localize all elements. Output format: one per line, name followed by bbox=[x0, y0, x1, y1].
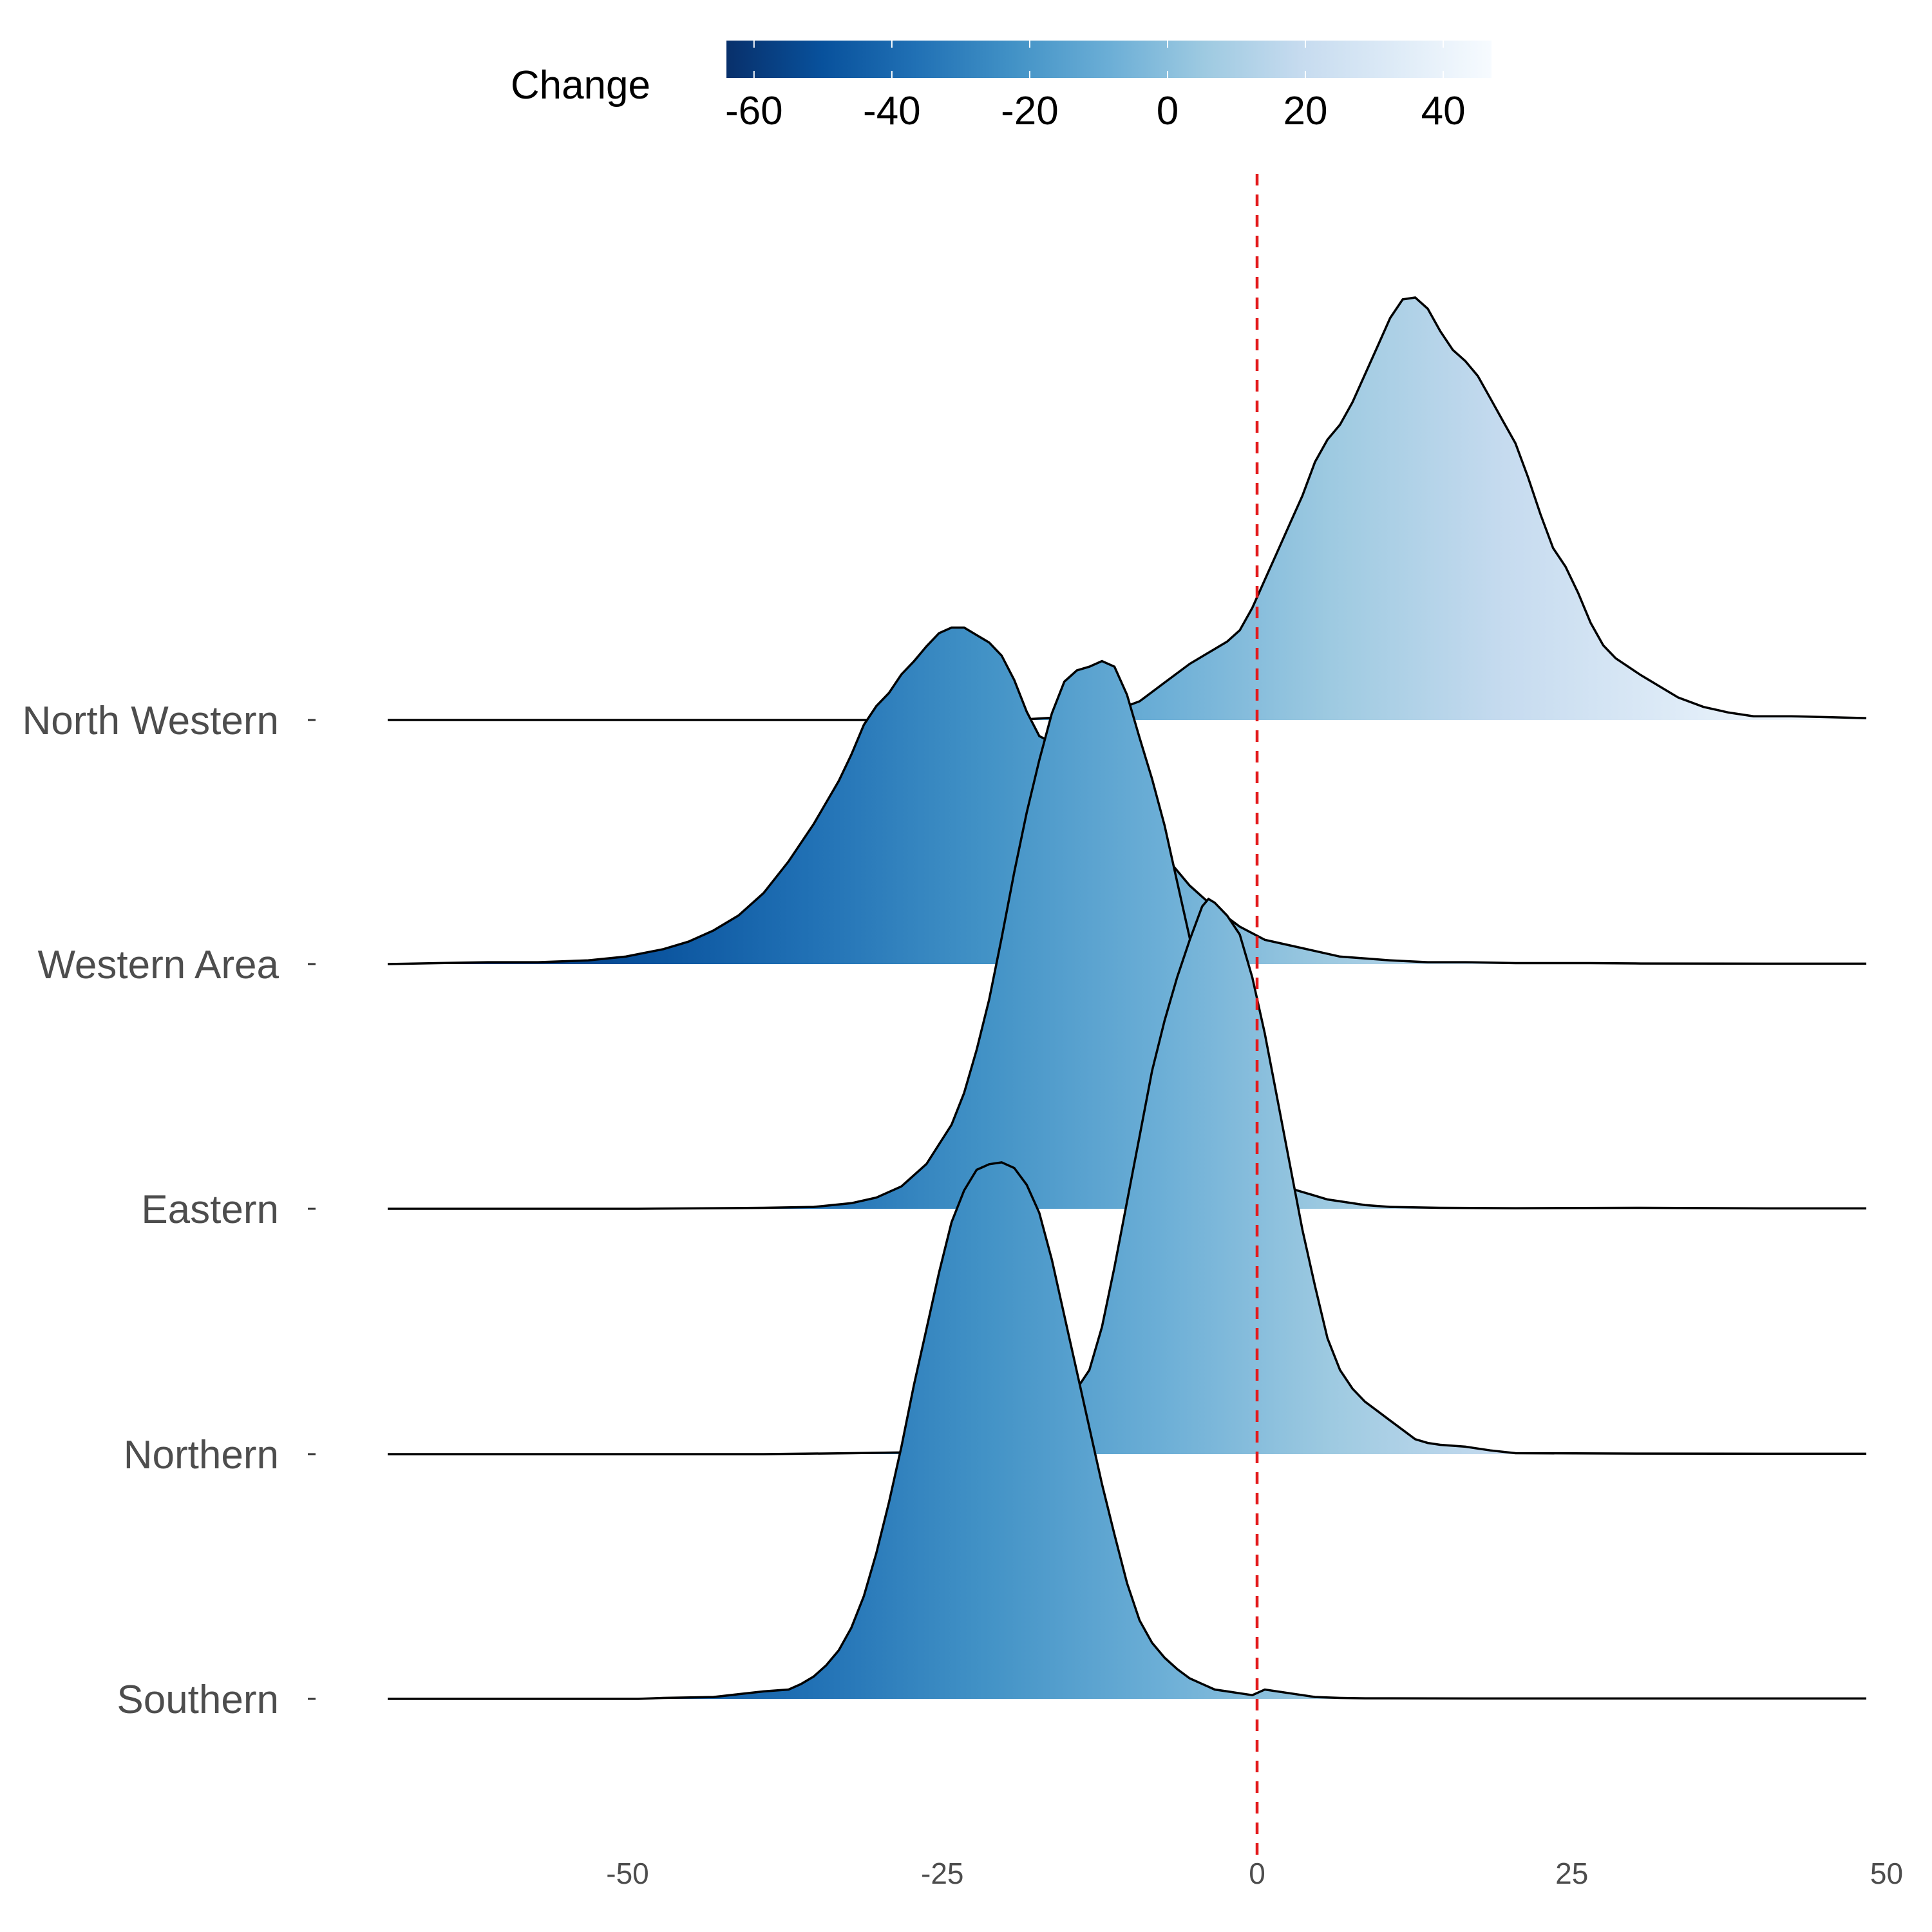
legend-tick-label: -40 bbox=[863, 89, 921, 133]
ridge-area bbox=[388, 298, 1866, 720]
ridge-outline bbox=[387, 626, 1866, 965]
legend-tick-label: 40 bbox=[1421, 89, 1466, 133]
x-tick-label: 50 bbox=[1870, 1857, 1903, 1890]
y-tick-label: Eastern bbox=[141, 1188, 279, 1232]
x-tick-label: -50 bbox=[606, 1857, 649, 1890]
ridge-area bbox=[388, 661, 1866, 1209]
y-tick-label: Western Area bbox=[38, 943, 279, 987]
ridge-area bbox=[388, 1162, 1866, 1699]
ridge-outline bbox=[388, 296, 1867, 721]
x-axis: -50 -25 0 25 50 bbox=[606, 1857, 1903, 1890]
y-tick-label: Northern bbox=[124, 1433, 279, 1477]
ridge-eastern bbox=[388, 659, 1866, 1210]
ridge-outline bbox=[388, 659, 1866, 1210]
legend-title: Change bbox=[511, 63, 650, 108]
y-tick-label: North Western bbox=[22, 699, 279, 743]
legend-tick-label: -20 bbox=[1001, 89, 1059, 133]
x-tick-label: 0 bbox=[1249, 1857, 1265, 1890]
color-legend: Change -60 -40 -20 0 20 40 bbox=[511, 41, 1492, 133]
ridge-area bbox=[388, 898, 1866, 1454]
ridge-north-western bbox=[388, 296, 1867, 721]
legend-tick-label: 20 bbox=[1283, 89, 1328, 133]
ridge-southern bbox=[388, 1161, 1866, 1700]
legend-tick-label: -60 bbox=[725, 89, 783, 133]
y-tick-label: Southern bbox=[117, 1678, 279, 1722]
x-tick-label: 25 bbox=[1555, 1857, 1588, 1890]
legend-colorbar bbox=[726, 41, 1492, 78]
legend-tick-label: 0 bbox=[1157, 89, 1179, 133]
y-axis: North Western Western Area Eastern Northern… bbox=[22, 699, 316, 1722]
ridges bbox=[387, 296, 1867, 1700]
ridge-outline bbox=[388, 1161, 1866, 1700]
x-tick-label: -25 bbox=[921, 1857, 963, 1890]
